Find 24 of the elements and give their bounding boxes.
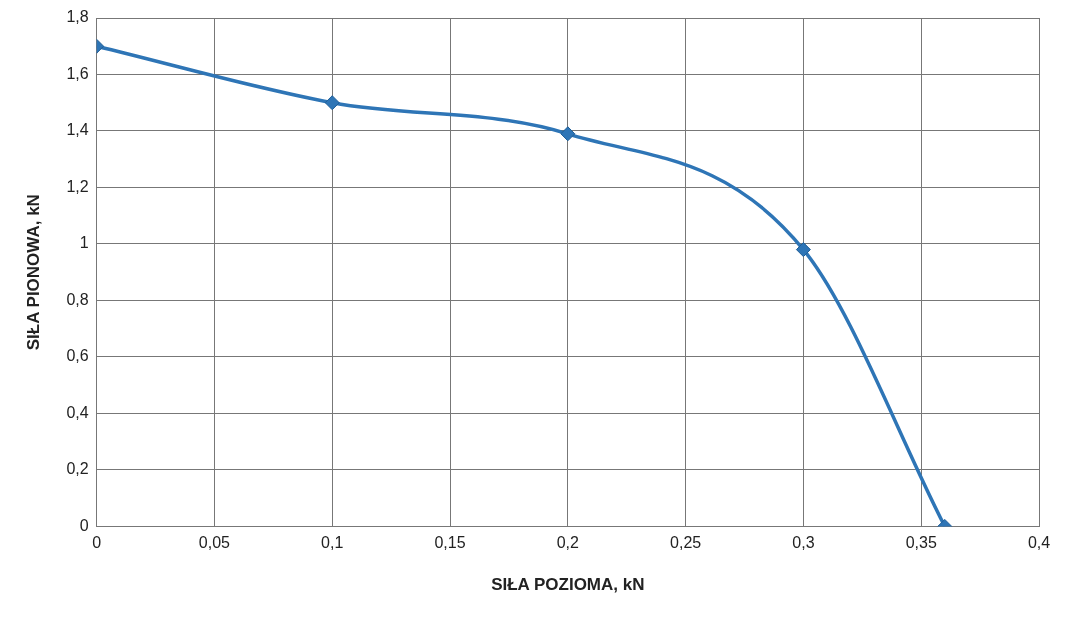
y-tick-label: 1,6 bbox=[66, 64, 89, 82]
x-tick-label: 0,4 bbox=[1027, 534, 1051, 552]
x-tick-label: 0,3 bbox=[792, 534, 815, 552]
y-tick-label: 0,4 bbox=[66, 403, 89, 421]
y-tick-label: 1,8 bbox=[66, 8, 89, 26]
y-tick-label: 0,8 bbox=[66, 290, 89, 308]
x-tick-label: 0,2 bbox=[556, 534, 580, 552]
y-axis-title: SIŁA PIONOWA, kN bbox=[23, 194, 43, 351]
x-tick-label: 0,05 bbox=[198, 534, 231, 552]
point bbox=[795, 242, 811, 258]
x-tick-label: 0 bbox=[92, 534, 102, 552]
y-tick-label: 0,6 bbox=[66, 347, 89, 365]
point bbox=[324, 95, 340, 111]
y-tick-label: 1,2 bbox=[66, 177, 89, 195]
x-tick-label: 0,35 bbox=[905, 534, 937, 552]
y-tick-label: 0 bbox=[79, 516, 89, 534]
y-tick-label: 1 bbox=[79, 234, 89, 252]
x-tick-label: 0,1 bbox=[321, 534, 344, 552]
x-axis-title: SIŁA POZIOMA, kN bbox=[491, 575, 645, 595]
y-tick-label: 1,4 bbox=[66, 121, 89, 139]
x-tick-label: 0,25 bbox=[670, 534, 702, 552]
y-tick-label: 0,2 bbox=[66, 460, 89, 478]
point bbox=[560, 126, 576, 142]
x-tick-label: 0,15 bbox=[434, 534, 466, 552]
